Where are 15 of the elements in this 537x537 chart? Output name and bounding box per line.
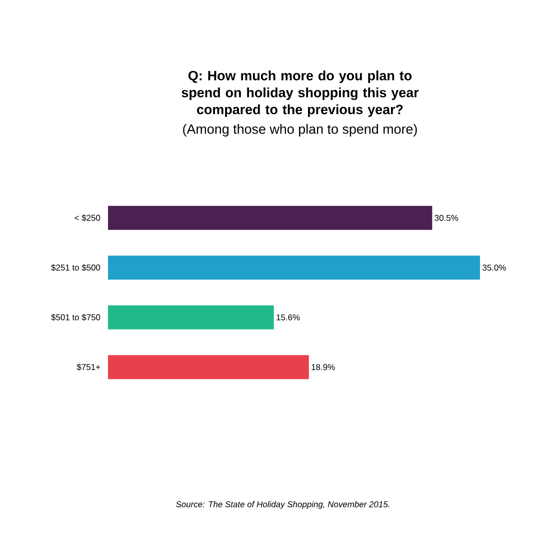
data-label: 30.5%	[434, 214, 458, 221]
bar	[108, 256, 480, 280]
source-note: Source: The State of Holiday Shopping, November 2015.	[176, 501, 390, 509]
y-tick-label: $751+	[76, 364, 100, 371]
chart-subtitle: (Among those who plan to spend more)	[183, 124, 417, 137]
y-tick-label: $501 to $750	[51, 314, 100, 321]
y-tick-label: < $250	[74, 214, 100, 222]
chart-title: Q: How much more do you plan to spend on holiday shopping this year compared to the previous year?	[182, 70, 419, 117]
bar	[108, 206, 432, 230]
data-label: 35.0%	[482, 264, 506, 271]
bar	[108, 355, 309, 380]
bar	[108, 305, 274, 330]
data-label: 18.9%	[312, 364, 335, 370]
y-tick-label: $251 to $500	[51, 264, 100, 272]
data-label: 15.6%	[276, 314, 300, 320]
